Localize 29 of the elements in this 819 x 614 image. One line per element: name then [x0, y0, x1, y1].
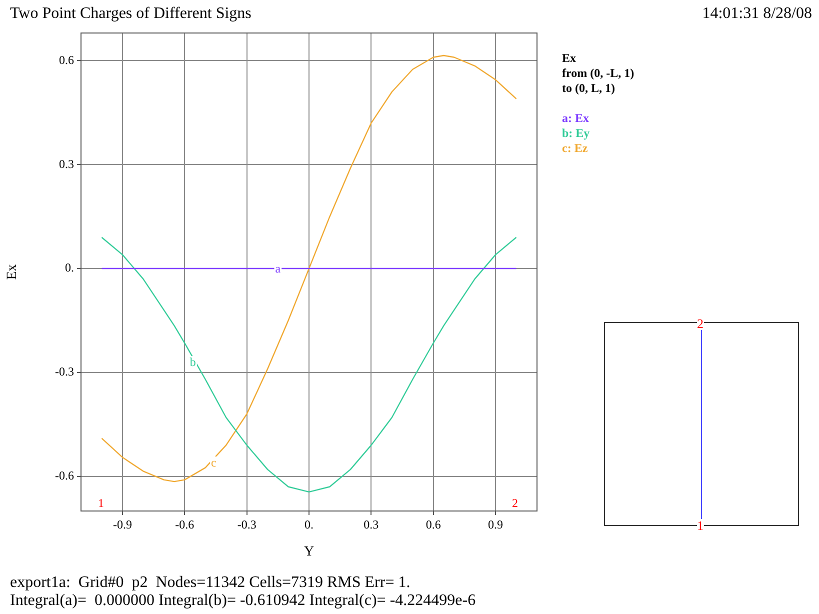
text: to (0, L, 1): [562, 81, 615, 95]
annotation: c: [210, 456, 216, 470]
text: Integral(a)= 0.000000 Integral(b)= -0.610942 Integral(c)= -4.224499e-6: [10, 592, 476, 609]
text: b: Ey: [562, 126, 590, 140]
text: from (0, -L, 1): [562, 66, 634, 80]
text: 14:01:31 8/28/08: [702, 5, 812, 22]
x-tick-label: 0.3: [364, 517, 379, 532]
y-tick-label: -0.3: [55, 364, 74, 379]
annotation: 1: [98, 496, 104, 510]
chart-title: Two Point Charges of Different Signs: [10, 5, 252, 22]
annotation: 2: [512, 496, 518, 510]
y-axis-title: Ex: [5, 264, 20, 280]
y-tick-label: 0.: [65, 260, 74, 275]
x-axis-title: Y: [304, 544, 314, 560]
y-tick-label: -0.6: [55, 468, 74, 483]
text: export1a: Grid#0 p2 Nodes=11342 Cells=7319 RMS Err= 1.: [10, 574, 410, 591]
x-tick-label: 0.: [304, 517, 314, 532]
text: c: Ez: [562, 141, 588, 155]
x-tick-label: -0.9: [112, 517, 132, 532]
x-tick-label: -0.3: [237, 517, 256, 532]
x-tick-label: -0.6: [175, 517, 194, 532]
annotation: a: [275, 262, 282, 276]
text: a: Ex: [562, 111, 589, 125]
annotation: b: [190, 355, 196, 370]
x-tick-label: 0.6: [426, 517, 441, 532]
x-tick-label: 0.9: [488, 517, 504, 532]
y-tick-label: 0.3: [59, 156, 74, 171]
legend-title: Ex: [562, 51, 576, 65]
y-tick-label: 0.6: [59, 52, 74, 67]
